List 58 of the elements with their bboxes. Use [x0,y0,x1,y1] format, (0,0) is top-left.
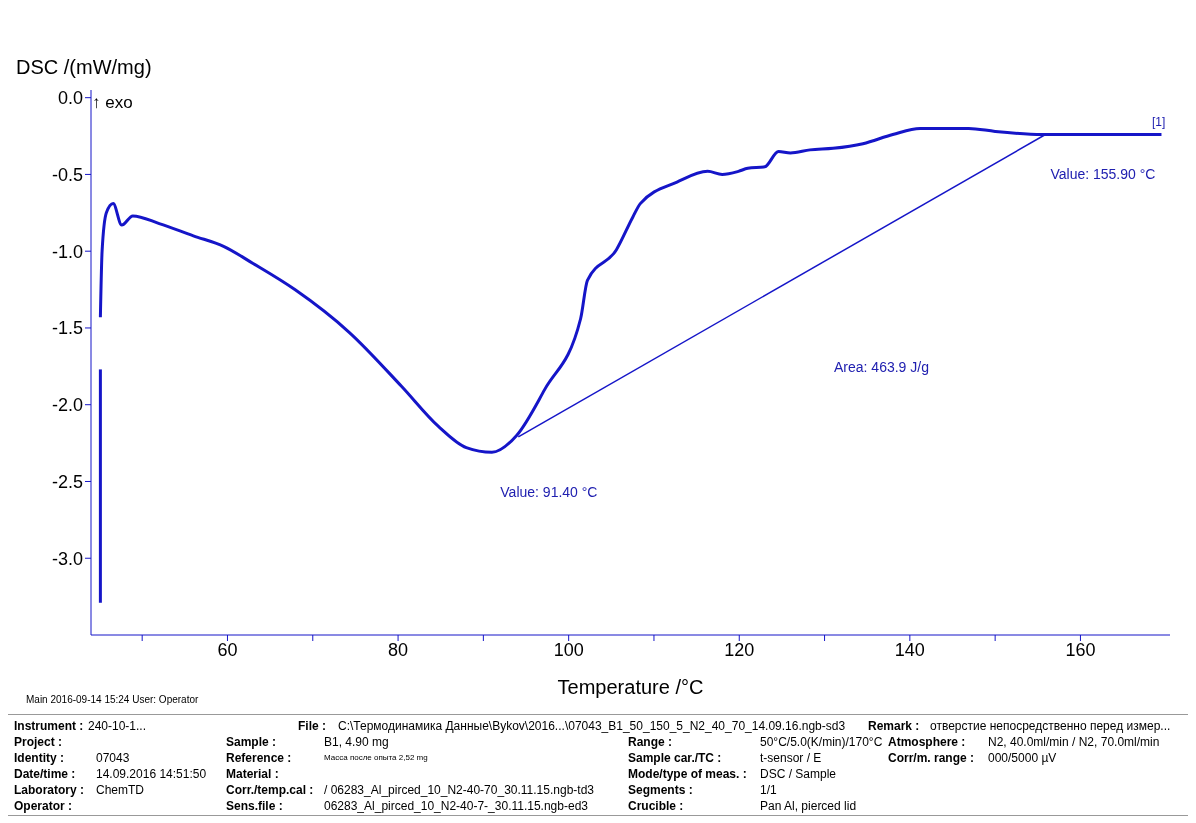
text: Date/time : [14,767,76,782]
text: Sens.file : [226,799,283,814]
x-axis-title: Temperature /°C [557,676,704,698]
y-tick-label: -2.5 [51,471,83,492]
y-tick-label: -1.5 [51,318,83,339]
text: 50°C/5.0(K/min)/170°C [760,735,883,750]
annotation: [1] [1152,115,1166,130]
text: Pan Al, pierced lid [760,799,857,814]
text: Laboratory : [14,783,85,798]
text: C:\Термодинамика Данные\Bykov\2016...\07043_B1_50_150_5_N2_40_70_14.09.16.ngb-sd3 [338,719,846,734]
text: Instrument : [14,719,84,734]
text: Main 2016-09-14 15:24 User: Operator [26,694,199,705]
text: 06283_Al_pirced_10_N2-40-7-_30.11.15.ngb-ed3 [324,799,588,814]
text: Material : [226,767,279,782]
x-tick-label: 100 [553,639,584,660]
text: t-sensor / E [760,751,822,766]
text: Sample car./TC : [628,751,722,766]
x-tick-label: 140 [894,639,925,660]
text: Reference : [226,751,292,766]
x-tick-label: 120 [724,639,755,660]
text: Remark : [868,719,920,734]
text: ChemTD [96,783,145,798]
text: 240-10-1... [88,719,147,734]
annotation: Value: 91.40 °C [500,484,598,501]
y-tick-label: -1.0 [51,241,83,262]
text: Atmosphere : [888,735,966,750]
y-tick-label: -0.5 [51,164,83,185]
text: отверстие непосредственно перед измер... [930,719,1171,734]
text: B1, 4.90 mg [324,735,389,750]
x-tick-label: 60 [217,639,238,660]
y-tick-label: 0.0 [57,88,83,109]
text: Operator : [14,799,73,814]
annotation: Area: 463.9 J/g [834,359,929,376]
annotation: ↑ exo [92,93,133,113]
text: 000/5000 µV [988,751,1057,766]
text: / 06283_Al_pirced_10_N2-40-70_30.11.15.ngb-td3 [324,783,594,798]
text: 14.09.2016 14:51:50 [96,767,207,782]
text: Corr/m. range : [888,751,975,766]
x-tick-label: 160 [1065,639,1096,660]
text: Mode/type of meas. : [628,767,747,782]
text: Range : [628,735,673,750]
text: N2, 40.0ml/min / N2, 70.0ml/min [988,735,1160,750]
x-tick-label: 80 [388,639,409,660]
text: Project : [14,735,63,750]
text: Sample : [226,735,277,750]
text: 07043 [96,751,130,766]
text: Масса после опыта 2,52 mg [324,753,428,763]
text: Corr./temp.cal : [226,783,314,798]
text: Identity : [14,751,64,766]
y-tick-label: -3.0 [51,548,83,569]
text: File : [298,719,327,734]
y-tick-label: -2.0 [51,395,83,416]
text: 1/1 [760,783,777,798]
y-axis-title: DSC /(mW/mg) [16,56,152,79]
text: DSC / Sample [760,767,837,782]
text: Segments : [628,783,693,798]
text: Crucible : [628,799,684,814]
annotation: Value: 155.90 °C [1050,166,1156,183]
